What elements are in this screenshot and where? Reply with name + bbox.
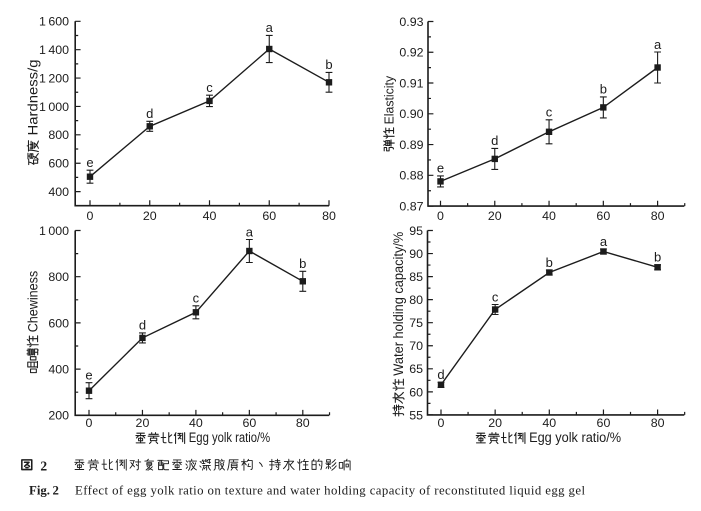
- svg-text:0: 0: [87, 209, 94, 223]
- svg-text:c: c: [193, 291, 200, 306]
- svg-text:b: b: [654, 250, 661, 265]
- svg-text:2: 2: [40, 458, 47, 473]
- svg-text:c: c: [546, 105, 553, 120]
- svg-text:a: a: [266, 20, 274, 35]
- svg-text:20: 20: [136, 416, 150, 430]
- svg-text:Water holding capacity/%: Water holding capacity/%: [391, 232, 406, 376]
- svg-text:1 200: 1 200: [39, 71, 69, 85]
- svg-text:Egg yolk ratio/%: Egg yolk ratio/%: [189, 430, 270, 445]
- svg-text:e: e: [437, 161, 444, 176]
- svg-text:Elasticity: Elasticity: [382, 75, 397, 124]
- svg-text:b: b: [299, 256, 306, 271]
- svg-text:0: 0: [86, 416, 93, 430]
- svg-text:400: 400: [48, 185, 69, 199]
- svg-text:Hardness/g: Hardness/g: [26, 60, 41, 136]
- svg-text:a: a: [654, 37, 662, 52]
- svg-text:0: 0: [438, 416, 445, 430]
- svg-text:55: 55: [409, 408, 423, 422]
- svg-text:80: 80: [651, 209, 665, 223]
- svg-text:40: 40: [542, 209, 556, 223]
- svg-text:b: b: [325, 57, 332, 72]
- svg-text:d: d: [437, 367, 444, 382]
- svg-text:60: 60: [242, 416, 256, 430]
- svg-text:200: 200: [48, 409, 69, 423]
- svg-text:d: d: [491, 133, 498, 148]
- svg-text:Effect of egg yolk ratio on te: Effect of egg yolk ratio on texture and …: [75, 484, 585, 498]
- svg-text:d: d: [139, 318, 146, 333]
- svg-text:40: 40: [189, 416, 203, 430]
- svg-text:0.88: 0.88: [399, 169, 423, 183]
- svg-text:800: 800: [48, 270, 69, 284]
- svg-text:0.87: 0.87: [399, 200, 423, 214]
- svg-text:80: 80: [322, 209, 336, 223]
- svg-text:90: 90: [409, 247, 423, 261]
- svg-text:65: 65: [409, 362, 423, 376]
- svg-text:0: 0: [437, 209, 444, 223]
- svg-text:400: 400: [48, 363, 69, 377]
- svg-text:Egg yolk ratio/%: Egg yolk ratio/%: [529, 430, 621, 445]
- svg-text:c: c: [206, 80, 213, 95]
- svg-text:1 400: 1 400: [39, 43, 69, 57]
- svg-text:c: c: [492, 289, 499, 304]
- svg-text:0.89: 0.89: [399, 138, 423, 152]
- svg-text:d: d: [146, 106, 153, 121]
- svg-text:e: e: [85, 368, 92, 383]
- svg-text:40: 40: [542, 416, 556, 430]
- svg-text:60: 60: [409, 385, 423, 399]
- svg-text:e: e: [86, 155, 93, 170]
- svg-text:600: 600: [48, 157, 69, 171]
- svg-text:0.91: 0.91: [399, 76, 423, 90]
- svg-text:40: 40: [203, 209, 217, 223]
- svg-text:0.93: 0.93: [399, 15, 423, 29]
- svg-text:1 000: 1 000: [39, 100, 69, 114]
- svg-text:1 000: 1 000: [39, 224, 69, 238]
- svg-text:95: 95: [409, 224, 423, 238]
- svg-text:800: 800: [48, 128, 69, 142]
- svg-text:1 600: 1 600: [39, 15, 69, 29]
- svg-text:85: 85: [409, 270, 423, 284]
- svg-text:a: a: [246, 224, 254, 239]
- svg-text:60: 60: [596, 209, 610, 223]
- svg-text:Fig. 2: Fig. 2: [29, 484, 59, 498]
- svg-text:80: 80: [651, 416, 665, 430]
- svg-text:Chewiness: Chewiness: [25, 271, 40, 333]
- svg-text:20: 20: [488, 416, 502, 430]
- svg-text:70: 70: [409, 339, 423, 353]
- svg-text:0.90: 0.90: [399, 107, 423, 121]
- svg-text:b: b: [546, 255, 553, 270]
- svg-text:60: 60: [597, 416, 611, 430]
- svg-text:80: 80: [409, 293, 423, 307]
- svg-text:20: 20: [143, 209, 157, 223]
- svg-text:75: 75: [409, 316, 423, 330]
- svg-text:a: a: [600, 234, 608, 249]
- svg-text:20: 20: [488, 209, 502, 223]
- svg-text:60: 60: [262, 209, 276, 223]
- svg-text:80: 80: [296, 416, 310, 430]
- svg-text:0.92: 0.92: [399, 46, 423, 60]
- svg-text:600: 600: [48, 316, 69, 330]
- svg-text:b: b: [600, 82, 607, 97]
